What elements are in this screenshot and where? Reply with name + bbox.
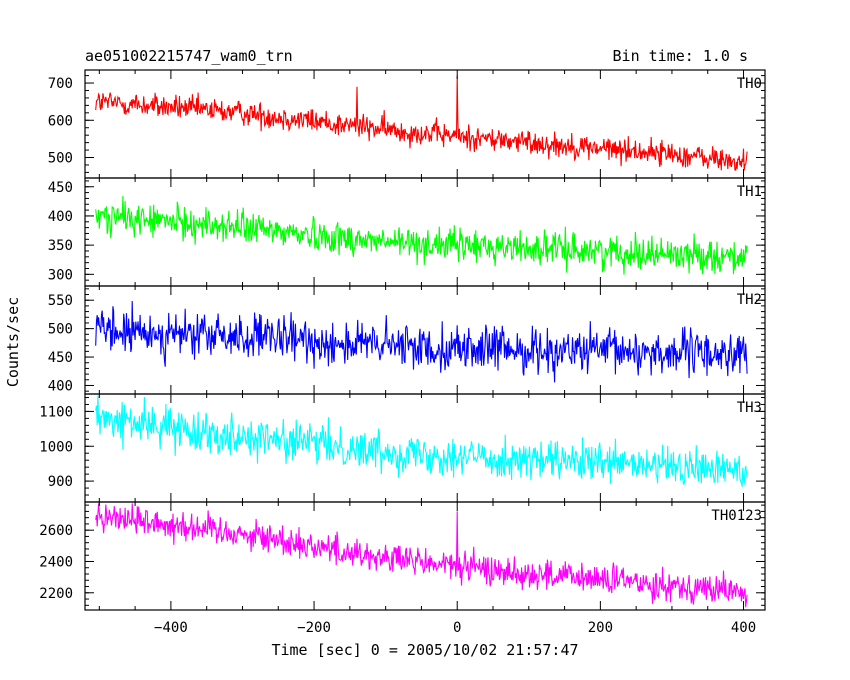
panel-label-th2: TH2 — [737, 292, 762, 308]
y-tick-label: 450 — [48, 350, 73, 366]
y-tick-label: 600 — [48, 113, 73, 129]
panel-label-th0123: TH0123 — [711, 508, 762, 524]
x-tick-label: 0 — [453, 620, 461, 636]
x-tick-label: 200 — [588, 620, 613, 636]
panel-th0: 500 600 700 TH0 — [48, 69, 766, 179]
y-tick-label: 500 — [48, 322, 73, 338]
panel-th3: 900 1000 1100 TH3 — [39, 393, 766, 503]
y-tick-label: 400 — [48, 378, 73, 394]
panel-th2: 400 450 500 550 TH2 — [48, 285, 766, 395]
y-axis-label: Counts/sec — [4, 297, 22, 387]
series-line-th2 — [95, 300, 748, 383]
panel-label-th1: TH1 — [737, 184, 762, 200]
y-tick-label: 450 — [48, 180, 73, 196]
y-tick-label: 900 — [48, 474, 73, 490]
y-tick-label: 2400 — [39, 554, 73, 570]
y-tick-label: 700 — [48, 76, 73, 92]
panel-label-th3: TH3 — [737, 400, 762, 416]
series-line-th0 — [95, 75, 748, 171]
panel-frame — [84, 177, 766, 287]
y-tick-label: 1000 — [39, 439, 73, 455]
y-tick-label: 2200 — [39, 586, 73, 602]
panel-th0123: 2200 2400 2600 TH0123 — [39, 501, 766, 611]
x-tick-label: 400 — [731, 620, 756, 636]
panel-th1: 300 350 400 450 TH1 — [48, 177, 766, 287]
series-line-th0123 — [95, 503, 748, 608]
y-tick-label: 2600 — [39, 523, 73, 539]
panel-frame — [84, 501, 766, 611]
x-axis-label: Time [sec] 0 = 2005/10/02 21:57:47 — [271, 641, 578, 659]
x-tick-label: −400 — [154, 620, 188, 636]
y-tick-label: 500 — [48, 151, 73, 167]
x-axis: −400 −200 0 200 400 — [154, 620, 756, 636]
panel-label-th0: TH0 — [737, 76, 762, 92]
chart-title: ae051002215747_wam0_trn — [85, 47, 293, 65]
panel-frame — [84, 69, 766, 179]
y-tick-label: 300 — [48, 267, 73, 283]
bin-time-label: Bin time: 1.0 s — [613, 47, 748, 65]
series-line-th3 — [95, 395, 748, 487]
y-tick-label: 550 — [48, 293, 73, 309]
panels: 500 600 700 TH0 300 350 400 450 TH1 400 450 500 550 T… — [39, 69, 766, 611]
y-tick-label: 400 — [48, 209, 73, 225]
series-line-th1 — [95, 195, 748, 275]
y-tick-label: 350 — [48, 238, 73, 254]
y-tick-label: 1100 — [39, 404, 73, 420]
x-tick-label: −200 — [297, 620, 331, 636]
